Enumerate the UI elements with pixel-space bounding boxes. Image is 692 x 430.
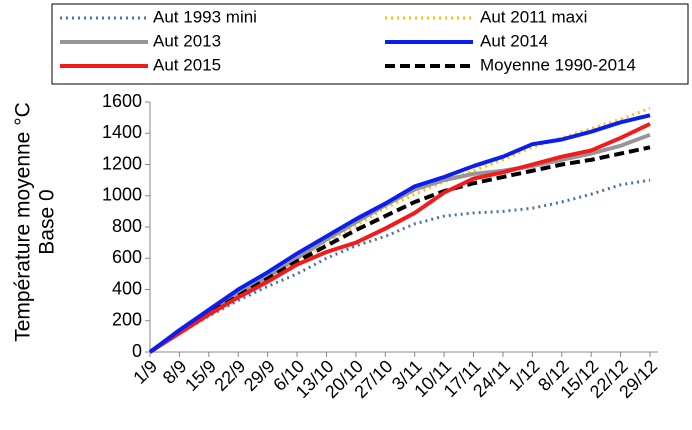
x-tick-label: 22/9 <box>210 356 249 395</box>
legend-label: Aut 2014 <box>480 31 548 50</box>
y-axis-title: Température moyenne °C <box>12 102 35 342</box>
legend-label: Aut 2011 maxi <box>480 7 587 26</box>
y-tick-label: 1000 <box>102 185 142 205</box>
y-axis-title: Base 0 <box>36 189 59 254</box>
series-line <box>148 122 651 354</box>
series-line <box>149 178 651 354</box>
series-line <box>148 132 651 354</box>
legend-label: Aut 2013 <box>153 31 221 50</box>
x-tick-label: 1/9 <box>129 356 161 388</box>
legend-label: Aut 1993 mini <box>153 7 257 26</box>
y-tick-label: 1600 <box>102 91 142 111</box>
x-tick-label: 15/9 <box>181 356 220 395</box>
legend-label: Moyenne 1990-2014 <box>480 55 636 74</box>
x-tick-label: 1/12 <box>505 356 544 395</box>
y-tick-label: 400 <box>112 278 142 298</box>
series-line <box>148 113 651 354</box>
y-tick-label: 1400 <box>102 122 142 142</box>
series-line <box>148 145 651 354</box>
y-tick-label: 1200 <box>102 153 142 173</box>
x-tick-label: 29/9 <box>240 356 279 395</box>
series-line <box>149 106 651 354</box>
legend-box <box>51 3 689 85</box>
y-tick-label: 200 <box>112 310 142 330</box>
y-tick-label: 0 <box>132 341 142 361</box>
y-tick-label: 600 <box>112 247 142 267</box>
y-tick-label: 800 <box>112 216 142 236</box>
legend-label: Aut 2015 <box>153 55 221 74</box>
